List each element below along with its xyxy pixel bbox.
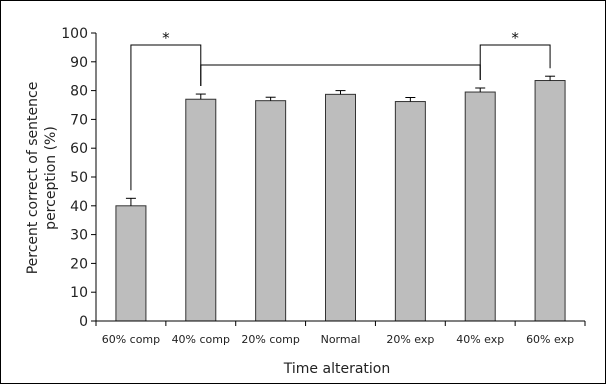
bar-normal	[325, 93, 356, 322]
x-axis-title: Time alteration	[283, 361, 390, 377]
significance-star: *	[511, 29, 519, 47]
significance-star: *	[162, 29, 170, 47]
x-tick-label: 60% comp	[102, 333, 160, 346]
bar-60-exp	[534, 80, 566, 322]
span-bracket	[200, 64, 481, 87]
significance-bracket	[479, 44, 551, 81]
y-tick-label: 70	[70, 112, 88, 128]
x-tick-label: Normal	[321, 333, 361, 346]
y-axis-ticks: 0 10 20 30 40 50 60 70 80 90 100	[61, 26, 586, 330]
bar-40-exp	[464, 91, 496, 322]
x-tick-label: 20% comp	[241, 333, 299, 346]
y-tick-label: 60	[70, 141, 88, 157]
y-tick-label: 90	[70, 55, 88, 71]
bar-20-comp	[255, 100, 287, 322]
y-tick-label: 30	[70, 228, 88, 244]
y-tick-label: 0	[79, 314, 88, 330]
x-tick-label: 40% comp	[172, 333, 230, 346]
y-tick-label: 100	[61, 26, 88, 42]
y-tick-label: 80	[70, 84, 88, 100]
x-tick-label: 20% exp	[386, 333, 434, 346]
significance-brackets: * *	[130, 29, 551, 191]
error-bars	[125, 75, 556, 206]
y-tick-label: 20	[70, 256, 88, 272]
y-tick-label: 10	[70, 285, 88, 301]
bar-20-exp	[394, 101, 426, 322]
y-axis-title-line2: perception (%)	[43, 126, 59, 230]
y-axis-title-line1: Percent correct of sentence	[25, 82, 41, 275]
x-tick-label: 40% exp	[456, 333, 504, 346]
x-axis-labels: 60% comp 40% comp 20% comp Normal 20% exp 40%…	[102, 333, 574, 346]
bar-40-comp	[185, 98, 217, 322]
y-tick-label: 50	[70, 170, 88, 186]
bar-60-comp	[115, 205, 147, 322]
y-tick-label: 40	[70, 199, 88, 215]
x-tick-label: 60% exp	[526, 333, 574, 346]
bars	[115, 80, 566, 322]
